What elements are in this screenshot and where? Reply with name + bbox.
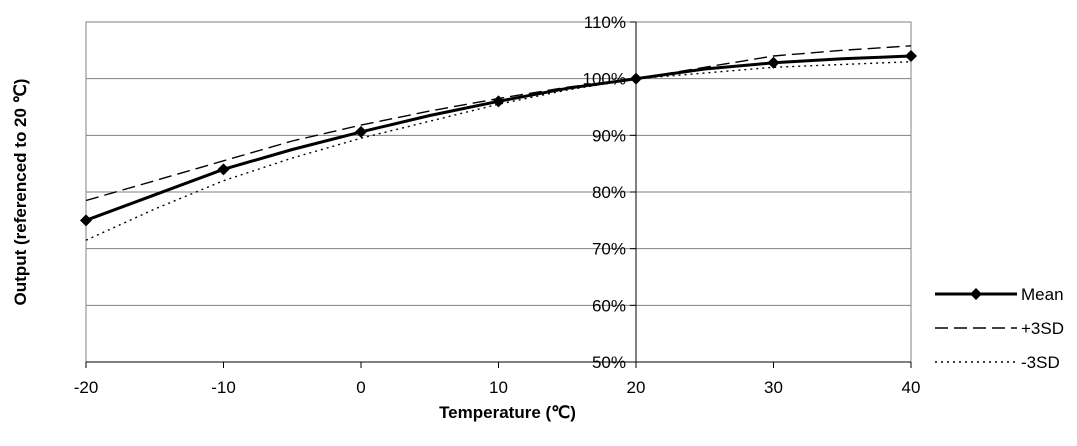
data-point-marker <box>492 95 505 108</box>
data-point-marker <box>630 72 642 85</box>
data-point-marker <box>767 56 780 69</box>
legend-label: Mean <box>1021 285 1064 304</box>
y-axis-title: Output (referenced to 20 ℃) <box>11 79 30 306</box>
x-tick-label: -10 <box>211 378 236 397</box>
data-point-marker <box>217 163 230 176</box>
y-tick-label: 70% <box>592 240 626 259</box>
y-tick-label: 110% <box>584 13 626 32</box>
x-tick-label: -20 <box>74 378 99 397</box>
x-tick-label: 0 <box>356 378 365 397</box>
gridlines <box>86 21 911 306</box>
x-axis-title: Temperature (℃) <box>439 403 576 422</box>
tick-labels: -20 -10 0 10 20 30 40 50% 60% 70% 80% 90% 100% 110% <box>74 13 921 397</box>
x-tick-label: 40 <box>902 378 921 397</box>
x-tick-label: 10 <box>489 378 508 397</box>
y-tick-label: 90% <box>592 126 626 145</box>
legend: Mean +3SD -3SD <box>935 285 1064 372</box>
data-point-marker <box>80 214 92 227</box>
data-point-marker <box>355 125 367 138</box>
x-tick-label: 20 <box>627 378 646 397</box>
y-tick-label: 100% <box>583 70 626 89</box>
y-tick-label: 60% <box>592 296 626 315</box>
x-tick-label: 30 <box>764 378 783 397</box>
data-point-marker <box>905 50 917 62</box>
legend-label: +3SD <box>1021 319 1064 338</box>
y-tick-label: 80% <box>592 183 626 202</box>
legend-marker <box>970 288 982 300</box>
series-layer <box>80 45 917 241</box>
y-tick-label: 50% <box>592 353 626 372</box>
legend-label: -3SD <box>1021 353 1060 372</box>
